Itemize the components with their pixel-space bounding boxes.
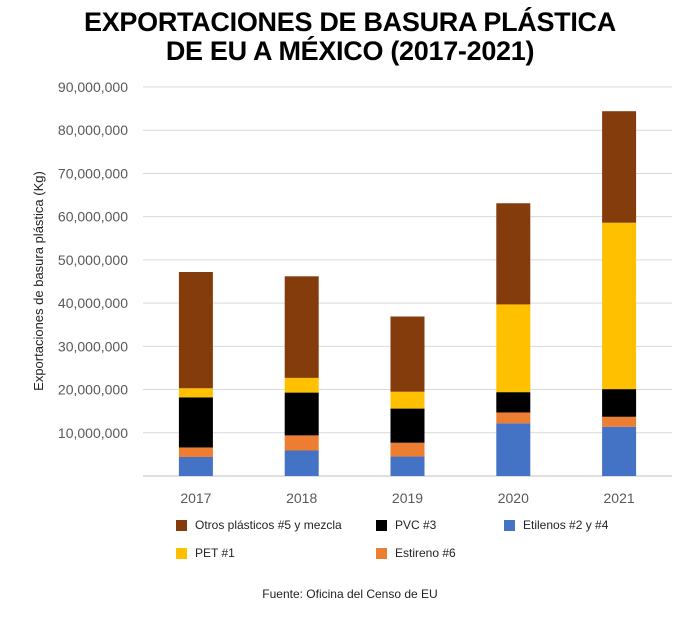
- legend-label: PET #1: [195, 546, 235, 560]
- legend-item: Etilenos #2 y #4: [504, 518, 608, 532]
- x-tick-label: 2020: [498, 490, 529, 506]
- y-axis-label: Exportaciones de basura plástica (Kg): [31, 171, 46, 391]
- legend-swatch: [376, 547, 387, 559]
- chart-title: EXPORTACIONES DE BASURA PLÁSTICA DE EU A…: [0, 8, 700, 66]
- bar-segment: [602, 111, 637, 223]
- legend-item: Otros plásticos #5 y mezcla: [176, 518, 342, 532]
- bar-segment: [178, 388, 213, 398]
- y-tick-label: 80,000,000: [58, 122, 128, 138]
- bar-segment: [496, 423, 531, 476]
- legend-swatch: [176, 547, 187, 559]
- y-tick-label: 20,000,000: [58, 382, 128, 398]
- bar-segment: [496, 412, 531, 424]
- legend-label: Otros plásticos #5 y mezcla: [195, 518, 342, 532]
- x-tick-label: 2017: [180, 490, 211, 506]
- legend-label: Etilenos #2 y #4: [523, 518, 609, 532]
- legend-label: Estireno #6: [395, 546, 456, 560]
- y-tick-label: 10,000,000: [58, 425, 128, 441]
- bar-segment: [496, 304, 531, 393]
- bar-segment: [496, 392, 531, 413]
- bar-segment: [390, 391, 425, 409]
- y-tick-label: 40,000,000: [58, 295, 128, 311]
- chart-title-line-2: DE EU A MÉXICO (2017-2021): [165, 36, 535, 66]
- bar-segment: [602, 389, 637, 417]
- bar-segment: [602, 416, 637, 427]
- x-tick-label: 2021: [604, 490, 635, 506]
- bar-segment: [390, 408, 425, 443]
- bar-segment: [284, 276, 319, 378]
- legend-swatch: [176, 519, 187, 531]
- bar-segment: [284, 377, 319, 393]
- bar-segment: [496, 203, 531, 305]
- legend-swatch: [376, 519, 387, 531]
- bar-segment: [284, 450, 319, 476]
- bar-segment: [602, 426, 637, 476]
- bar-segment: [178, 397, 213, 448]
- bar-segment: [178, 447, 213, 457]
- bar-segment: [390, 316, 425, 392]
- source-note: Fuente: Oficina del Censo de EU: [262, 587, 438, 601]
- legend-swatch: [504, 519, 515, 531]
- bar-segment: [390, 456, 425, 476]
- y-tick-label: 30,000,000: [58, 338, 128, 354]
- x-tick-label: 2018: [286, 490, 317, 506]
- legend-item: PVC #3: [376, 518, 436, 532]
- y-tick-label: 90,000,000: [58, 79, 128, 95]
- legend-item: PET #1: [176, 546, 235, 560]
- bar-segment: [602, 222, 637, 390]
- chart-title-line-1: EXPORTACIONES DE BASURA PLÁSTICA: [84, 7, 616, 37]
- bar-segment: [390, 442, 425, 457]
- legend-item: Estireno #6: [376, 546, 456, 560]
- bar-segment: [284, 435, 319, 451]
- bar-segment: [284, 392, 319, 436]
- legend-label: PVC #3: [395, 518, 437, 532]
- bar-segment: [178, 456, 213, 476]
- bar-segment: [178, 271, 213, 389]
- x-tick-label: 2019: [392, 490, 423, 506]
- y-tick-label: 60,000,000: [58, 209, 128, 225]
- y-tick-label: 50,000,000: [58, 252, 128, 268]
- y-tick-label: 70,000,000: [58, 165, 128, 181]
